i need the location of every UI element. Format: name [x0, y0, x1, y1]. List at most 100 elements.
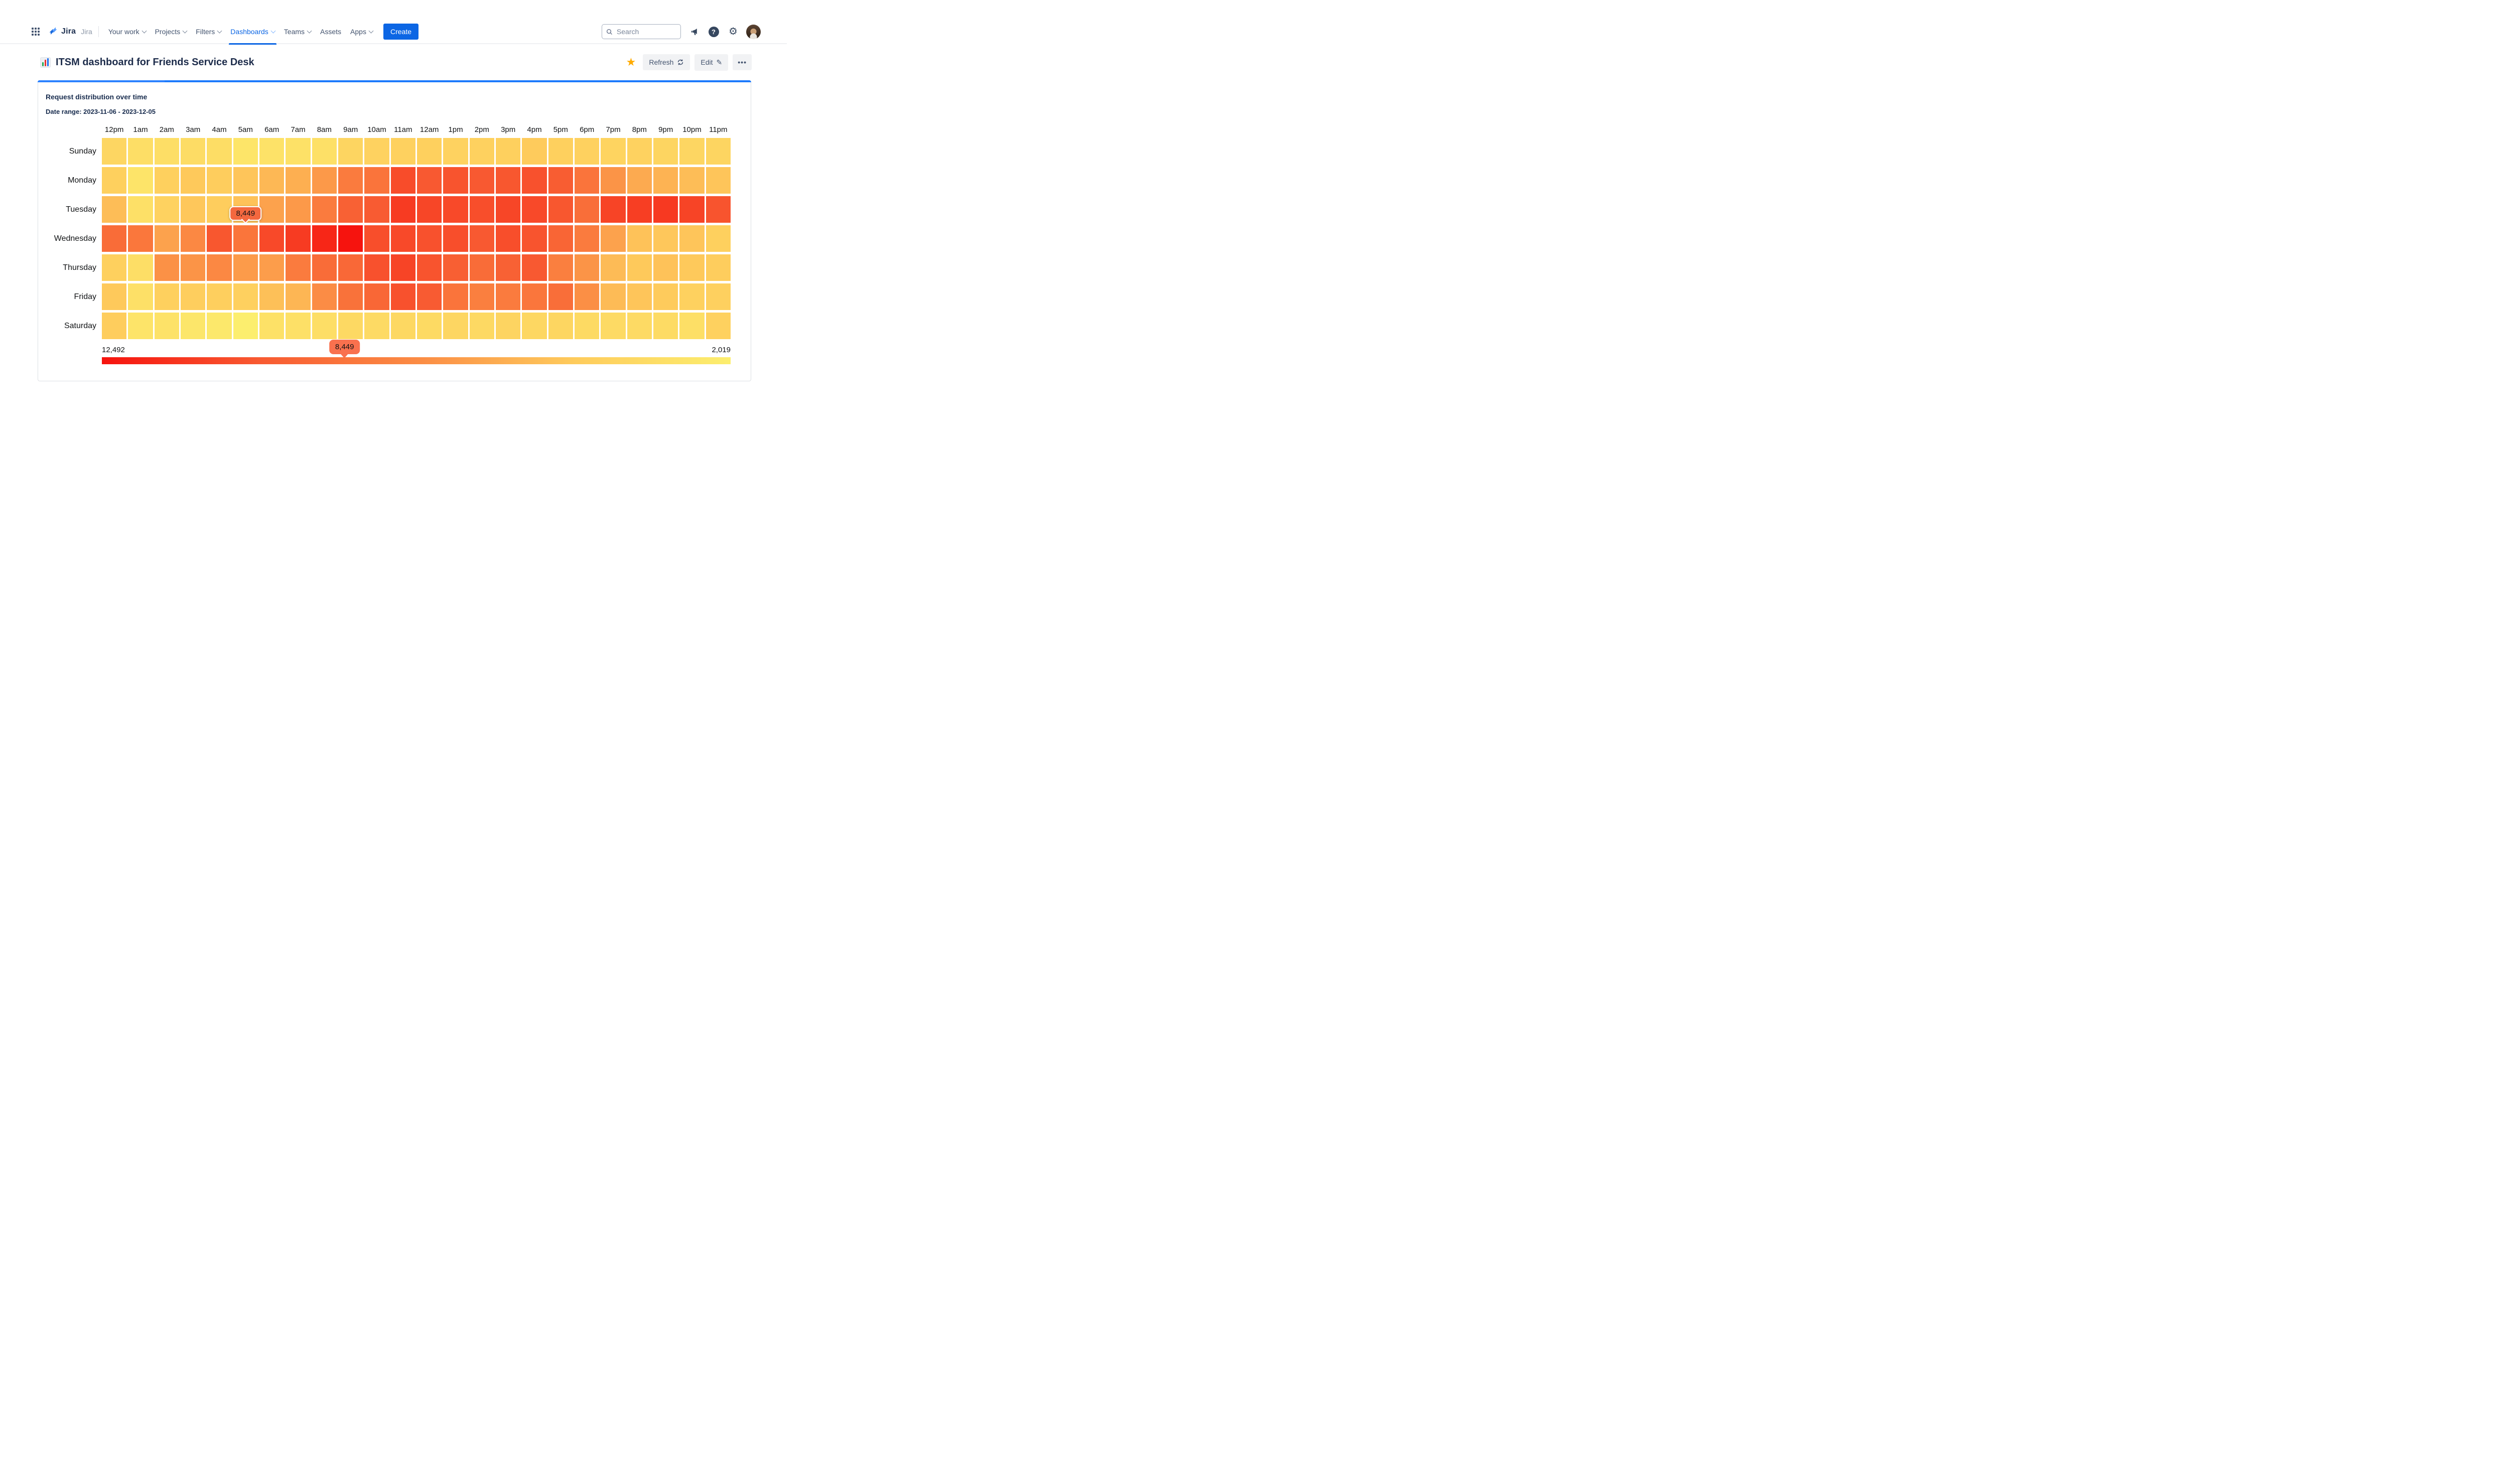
- heatmap-cell-wednesday-5pm[interactable]: [548, 225, 573, 252]
- heatmap-cell-monday-12am[interactable]: [416, 167, 442, 194]
- heatmap-cell-thursday-11pm[interactable]: [706, 254, 731, 281]
- heatmap-cell-saturday-9pm[interactable]: [653, 313, 678, 339]
- heatmap-cell-wednesday-1pm[interactable]: [443, 225, 468, 252]
- heatmap-cell-saturday-11pm[interactable]: [706, 313, 731, 339]
- heatmap-cell-wednesday-11am[interactable]: [390, 225, 415, 252]
- heatmap-cell-friday-5pm[interactable]: [548, 283, 573, 310]
- heatmap-cell-sunday-2pm[interactable]: [469, 138, 494, 165]
- heatmap-cell-monday-8am[interactable]: [312, 167, 337, 194]
- heatmap-cell-friday-6pm[interactable]: [574, 283, 600, 310]
- heatmap-cell-saturday-4am[interactable]: [207, 313, 232, 339]
- heatmap-cell-friday-12am[interactable]: [416, 283, 442, 310]
- heatmap-cell-friday-5am[interactable]: [233, 283, 258, 310]
- heatmap-cell-sunday-9pm[interactable]: [653, 138, 678, 165]
- heatmap-cell-thursday-4am[interactable]: [207, 254, 232, 281]
- heatmap-cell-monday-11pm[interactable]: [706, 167, 731, 194]
- heatmap-cell-wednesday-6pm[interactable]: [574, 225, 600, 252]
- heatmap-cell-saturday-4pm[interactable]: [522, 313, 547, 339]
- heatmap-cell-friday-4pm[interactable]: [522, 283, 547, 310]
- heatmap-cell-wednesday-7pm[interactable]: [601, 225, 626, 252]
- heatmap-cell-monday-6pm[interactable]: [574, 167, 600, 194]
- heatmap-cell-thursday-6pm[interactable]: [574, 254, 600, 281]
- heatmap-cell-wednesday-4am[interactable]: [207, 225, 232, 252]
- help-button[interactable]: ?: [707, 25, 720, 38]
- heatmap-cell-tuesday-10am[interactable]: [364, 196, 389, 223]
- heatmap-cell-sunday-3am[interactable]: [180, 138, 206, 165]
- heatmap-cell-friday-10am[interactable]: [364, 283, 389, 310]
- heatmap-cell-monday-9pm[interactable]: [653, 167, 678, 194]
- nav-item-dashboards[interactable]: Dashboards: [226, 24, 280, 45]
- heatmap-cell-monday-5pm[interactable]: [548, 167, 573, 194]
- heatmap-cell-monday-12pm[interactable]: [102, 167, 127, 194]
- heatmap-cell-friday-8pm[interactable]: [627, 283, 652, 310]
- heatmap-cell-wednesday-4pm[interactable]: [522, 225, 547, 252]
- heatmap-cell-sunday-11am[interactable]: [390, 138, 415, 165]
- heatmap-cell-sunday-6am[interactable]: [259, 138, 285, 165]
- heatmap-cell-sunday-3pm[interactable]: [495, 138, 521, 165]
- search-input[interactable]: [615, 27, 676, 36]
- nav-item-your-work[interactable]: Your work: [104, 24, 151, 40]
- heatmap-cell-saturday-1am[interactable]: [128, 313, 153, 339]
- heatmap-cell-wednesday-12am[interactable]: [416, 225, 442, 252]
- edit-button[interactable]: Edit ✎: [694, 54, 729, 71]
- heatmap-cell-monday-4pm[interactable]: [522, 167, 547, 194]
- heatmap-cell-thursday-9pm[interactable]: [653, 254, 678, 281]
- heatmap-cell-wednesday-5am[interactable]: 8,449: [229, 206, 262, 252]
- heatmap-cell-sunday-10pm[interactable]: [679, 138, 705, 165]
- heatmap-cell-wednesday-2pm[interactable]: [469, 225, 494, 252]
- heatmap-cell-saturday-5am[interactable]: [233, 313, 258, 339]
- heatmap-cell-sunday-7pm[interactable]: [601, 138, 626, 165]
- heatmap-cell-monday-7pm[interactable]: [601, 167, 626, 194]
- favorite-star-icon[interactable]: ★: [626, 56, 636, 68]
- heatmap-cell-saturday-12am[interactable]: [416, 313, 442, 339]
- heatmap-cell-tuesday-6am[interactable]: [259, 196, 285, 223]
- heatmap-cell-wednesday-6am[interactable]: [259, 225, 285, 252]
- heatmap-cell-thursday-10am[interactable]: [364, 254, 389, 281]
- heatmap-cell-thursday-1pm[interactable]: [443, 254, 468, 281]
- heatmap-cell-monday-6am[interactable]: [259, 167, 285, 194]
- heatmap-cell-monday-8pm[interactable]: [627, 167, 652, 194]
- heatmap-cell-friday-9pm[interactable]: [653, 283, 678, 310]
- heatmap-cell-tuesday-5pm[interactable]: [548, 196, 573, 223]
- heatmap-cell-monday-11am[interactable]: [390, 167, 415, 194]
- heatmap-cell-friday-8am[interactable]: [312, 283, 337, 310]
- heatmap-cell-saturday-12pm[interactable]: [102, 313, 127, 339]
- heatmap-cell-sunday-12am[interactable]: [416, 138, 442, 165]
- heatmap-cell-tuesday-4am[interactable]: [207, 196, 232, 223]
- heatmap-cell-friday-1pm[interactable]: [443, 283, 468, 310]
- nav-item-assets[interactable]: Assets: [316, 24, 346, 40]
- heatmap-cell-saturday-3pm[interactable]: [495, 313, 521, 339]
- heatmap-cell-monday-10pm[interactable]: [679, 167, 705, 194]
- heatmap-cell-wednesday-2am[interactable]: [154, 225, 179, 252]
- nav-item-projects[interactable]: Projects: [151, 24, 192, 40]
- heatmap-cell-friday-9am[interactable]: [338, 283, 363, 310]
- heatmap-cell-thursday-5pm[interactable]: [548, 254, 573, 281]
- search-box[interactable]: [602, 24, 681, 39]
- heatmap-cell-saturday-10am[interactable]: [364, 313, 389, 339]
- heatmap-cell-tuesday-8am[interactable]: [312, 196, 337, 223]
- nav-item-teams[interactable]: Teams: [280, 24, 316, 40]
- nav-item-apps[interactable]: Apps: [346, 24, 377, 40]
- heatmap-cell-tuesday-7pm[interactable]: [601, 196, 626, 223]
- heatmap-cell-tuesday-3am[interactable]: [180, 196, 206, 223]
- heatmap-cell-tuesday-11pm[interactable]: [706, 196, 731, 223]
- heatmap-cell-saturday-6pm[interactable]: [574, 313, 600, 339]
- heatmap-cell-wednesday-10pm[interactable]: [679, 225, 705, 252]
- heatmap-cell-friday-11pm[interactable]: [706, 283, 731, 310]
- heatmap-cell-monday-10am[interactable]: [364, 167, 389, 194]
- heatmap-cell-sunday-12pm[interactable]: [102, 138, 127, 165]
- heatmap-cell-thursday-12pm[interactable]: [102, 254, 127, 281]
- heatmap-cell-friday-12pm[interactable]: [102, 283, 127, 310]
- heatmap-cell-sunday-4am[interactable]: [207, 138, 232, 165]
- heatmap-cell-tuesday-6pm[interactable]: [574, 196, 600, 223]
- heatmap-cell-wednesday-9pm[interactable]: [653, 225, 678, 252]
- heatmap-cell-tuesday-8pm[interactable]: [627, 196, 652, 223]
- heatmap-cell-thursday-3am[interactable]: [180, 254, 206, 281]
- heatmap-cell-tuesday-10pm[interactable]: [679, 196, 705, 223]
- heatmap-cell-thursday-12am[interactable]: [416, 254, 442, 281]
- heatmap-cell-wednesday-12pm[interactable]: [102, 225, 127, 252]
- heatmap-cell-friday-4am[interactable]: [207, 283, 232, 310]
- heatmap-cell-saturday-7am[interactable]: [286, 313, 311, 339]
- heatmap-cell-sunday-8am[interactable]: [312, 138, 337, 165]
- heatmap-cell-monday-2am[interactable]: [154, 167, 179, 194]
